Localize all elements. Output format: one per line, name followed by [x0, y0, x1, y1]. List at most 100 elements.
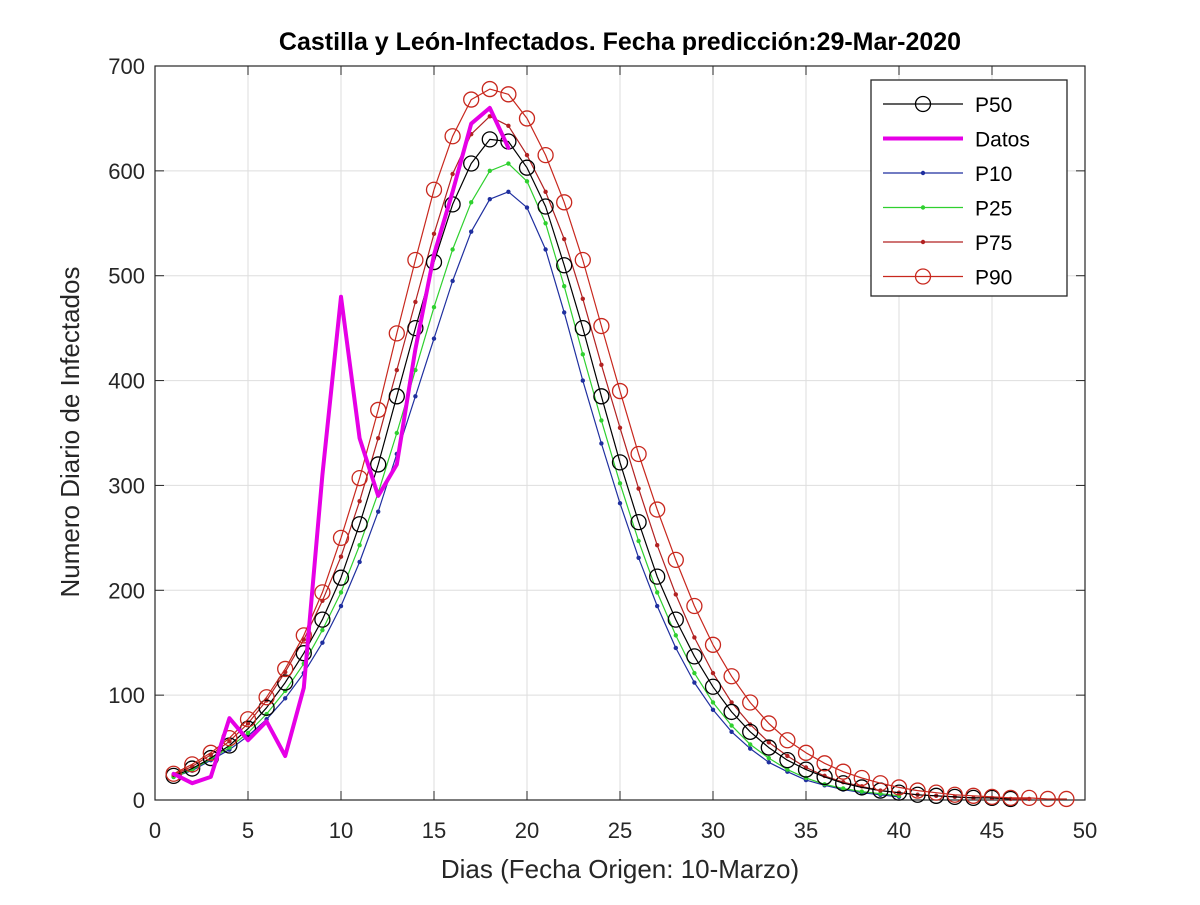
data-point-marker	[686, 648, 703, 665]
data-point-marker	[673, 645, 678, 651]
data-point-marker	[277, 660, 294, 678]
series-line-p90	[173, 88, 1068, 800]
data-point-marker	[785, 753, 790, 759]
data-point-marker	[425, 181, 443, 198]
data-point-marker	[370, 401, 387, 419]
data-point-marker	[779, 732, 796, 749]
data-point-marker	[524, 152, 530, 158]
data-point-marker	[1002, 789, 1019, 807]
data-point-marker	[543, 247, 548, 252]
data-point-marker	[611, 454, 629, 471]
data-point-marker	[338, 590, 344, 595]
data-point-marker	[841, 786, 846, 791]
data-point-marker	[766, 755, 771, 761]
data-point-marker	[742, 723, 759, 740]
y-tick-label: 0	[133, 788, 145, 813]
data-point-marker	[357, 559, 362, 565]
data-point-marker	[413, 394, 418, 399]
data-point-marker	[914, 268, 932, 285]
x-tick-label: 25	[608, 818, 632, 843]
data-point-marker	[283, 696, 288, 701]
data-point-marker	[920, 239, 926, 245]
legend-label: Datos	[975, 129, 1030, 152]
data-point-marker	[859, 789, 864, 794]
data-point-marker	[983, 788, 1001, 806]
data-point-marker	[450, 278, 455, 284]
legend-item-p10: P10	[883, 163, 1012, 186]
x-axis-label: Dias (Fecha Origen: 10-Marzo)	[441, 854, 799, 884]
data-point-marker	[376, 436, 381, 441]
data-point-marker	[835, 763, 852, 780]
y-tick-label: 200	[108, 578, 145, 603]
data-point-marker	[673, 633, 678, 638]
data-point-marker	[835, 775, 852, 792]
legend-label: P75	[975, 232, 1012, 255]
series-line-p50	[173, 138, 1012, 800]
legend-item-p75: P75	[883, 232, 1012, 255]
data-point-marker	[1058, 790, 1075, 808]
data-point-marker	[1021, 789, 1038, 807]
data-point-marker	[239, 711, 257, 728]
data-point-marker	[487, 196, 492, 202]
data-point-marker	[599, 362, 604, 368]
x-tick-label: 50	[1073, 818, 1097, 843]
data-point-marker	[444, 128, 461, 145]
data-point-marker	[686, 597, 703, 615]
axis-ticks: 0 5 10 15 20 25 30 35 40 45 5001002003004005006007…	[108, 54, 1097, 843]
data-point-marker	[692, 635, 697, 640]
data-point-marker	[332, 569, 350, 586]
data-point-marker	[710, 700, 716, 705]
data-point-marker	[797, 761, 815, 778]
data-point-marker	[370, 456, 387, 473]
legend: P50 Datos P10 P25 P75 P90	[870, 79, 1068, 297]
data-point-marker	[295, 645, 312, 662]
data-point-marker	[487, 114, 492, 119]
data-point-marker	[481, 80, 498, 98]
data-point-marker	[258, 689, 275, 706]
data-point-marker	[431, 231, 437, 236]
data-point-marker	[245, 721, 251, 726]
x-tick-label: 40	[887, 818, 911, 843]
legend-label: P25	[975, 198, 1012, 221]
data-point-marker	[617, 425, 623, 430]
x-tick-label: 5	[242, 818, 254, 843]
y-tick-label: 100	[108, 683, 145, 708]
data-point-marker	[407, 319, 424, 337]
series-line-p25	[173, 162, 900, 797]
data-point-marker	[760, 715, 777, 732]
data-point-marker	[469, 200, 474, 205]
data-point-marker	[965, 787, 982, 804]
data-point-marker	[184, 756, 201, 773]
data-point-marker	[890, 784, 908, 801]
data-point-marker	[797, 744, 815, 761]
data-point-marker	[357, 498, 362, 504]
data-point-marker	[636, 538, 641, 544]
data-point-marker	[388, 325, 405, 342]
legend-item-p50: P50	[883, 94, 1012, 117]
data-point-marker	[338, 554, 344, 559]
y-tick-label: 400	[108, 369, 145, 394]
data-point-marker	[524, 179, 530, 184]
data-point-marker	[760, 739, 777, 756]
data-point-marker	[729, 729, 734, 735]
data-point-marker	[878, 791, 883, 796]
data-point-marker	[1039, 790, 1056, 808]
data-point-marker	[562, 310, 567, 315]
data-point-marker	[599, 418, 604, 423]
data-point-marker	[481, 131, 498, 148]
data-point-marker	[766, 740, 771, 745]
data-point-marker	[295, 627, 312, 644]
data-point-marker	[909, 782, 926, 799]
data-point-marker	[487, 168, 492, 174]
data-point-marker	[556, 257, 573, 274]
data-point-marker	[537, 198, 554, 215]
data-point-marker	[338, 603, 344, 609]
data-point-marker	[376, 509, 381, 514]
data-point-marker	[729, 700, 734, 705]
data-point-marker	[909, 786, 926, 803]
data-point-marker	[580, 378, 585, 383]
data-point-marker	[766, 760, 771, 765]
data-point-marker	[314, 584, 331, 601]
data-point-marker	[692, 670, 697, 676]
